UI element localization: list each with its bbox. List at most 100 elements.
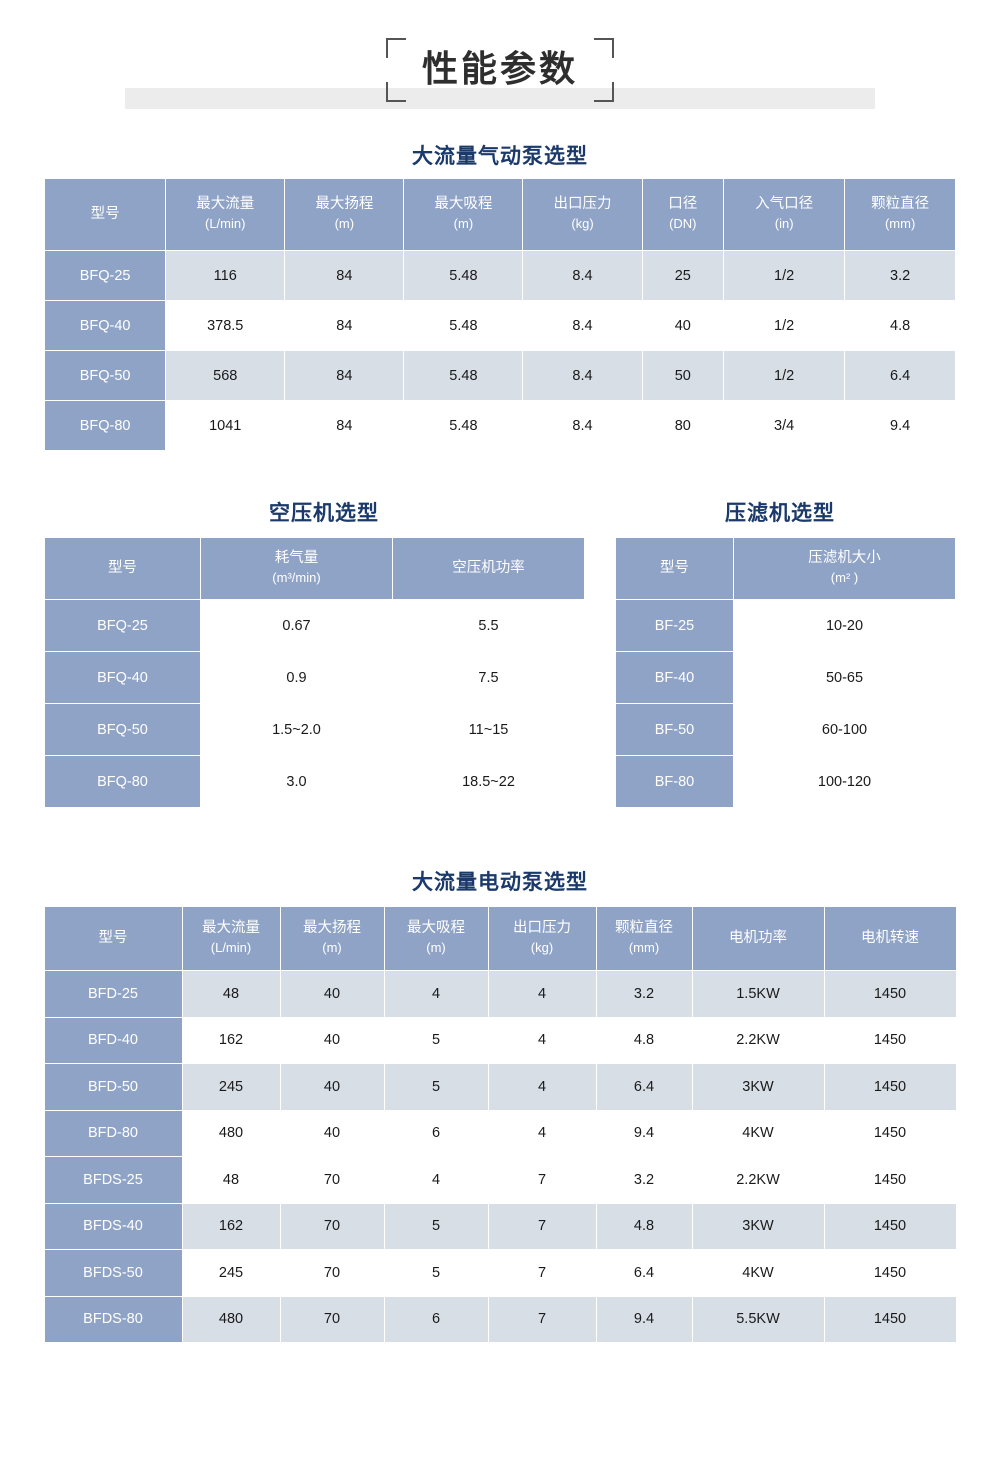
table-pneumatic-pump-selection: 型号 最大流量 (L/min) 最大扬程 (m) 最大吸程 (m) 出口压力 (… — [43, 178, 956, 451]
table-row: BFQ-80 3.0 18.5~22 — [44, 755, 585, 808]
cell-value: 6 — [383, 1109, 489, 1157]
cell-value: 70 — [279, 1249, 385, 1297]
table-row: BFDS-40 162 70 5 7 4.8 3KW 1450 — [43, 1202, 957, 1250]
cell-value: 4 — [383, 1156, 489, 1204]
column-header-label: 型号 — [108, 559, 137, 576]
cell-value: 84 — [284, 350, 405, 401]
column-header-max-head: 最大扬程 (m) — [279, 906, 385, 971]
cell-value: 0.67 — [200, 599, 393, 652]
bracket-top-right-icon — [594, 38, 614, 58]
section-title-filter-press: 压滤机选型 — [725, 502, 835, 525]
column-header-model: 型号 — [43, 906, 183, 971]
column-header-outlet-pressure: 出口压力 (kg) — [487, 906, 597, 971]
cell-value: 3.0 — [200, 755, 393, 808]
column-header-compressor-power: 空压机功率 — [392, 537, 585, 600]
table-header-row: 型号 最大流量 (L/min) 最大扬程 (m) 最大吸程 (m) 出口压力 (… — [43, 178, 956, 251]
cell-model: BFD-50 — [43, 1063, 183, 1111]
cell-value: 245 — [181, 1249, 281, 1297]
cell-value: 1450 — [823, 1016, 957, 1064]
cell-model: BFDS-40 — [43, 1202, 183, 1250]
cell-value: 5 — [383, 1249, 489, 1297]
cell-model: BFD-40 — [43, 1016, 183, 1064]
table-row: BFQ-40 378.5 84 5.48 8.4 40 1/2 4.8 — [43, 300, 956, 351]
column-header-air-inlet: 入气口径 (in) — [723, 178, 846, 251]
cell-model: BFD-25 — [43, 970, 183, 1018]
cell-value: 6.4 — [595, 1249, 693, 1297]
cell-value: 7.5 — [392, 651, 585, 704]
column-header-label: 颗粒直径 — [615, 919, 673, 936]
table-filter-press-selection: 型号 压滤机大小 (m² ) BF-25 10-20 BF-40 50-65 B… — [615, 537, 956, 808]
cell-value: 50 — [641, 350, 725, 401]
cell-value: 40 — [279, 1063, 385, 1111]
cell-value: 5.48 — [403, 300, 524, 351]
cell-value: 1450 — [823, 1156, 957, 1204]
cell-model: BFDS-25 — [43, 1156, 183, 1204]
column-header-label: 空压机功率 — [452, 559, 525, 576]
cell-value: 116 — [165, 250, 286, 301]
cell-model: BFD-80 — [43, 1109, 183, 1157]
column-header-unit: (DN) — [669, 215, 697, 231]
cell-value: 4.8 — [844, 300, 956, 351]
cell-value: 245 — [181, 1063, 281, 1111]
bracket-top-left-icon — [385, 38, 406, 58]
cell-value: 84 — [284, 250, 405, 301]
cell-model: BFDS-50 — [43, 1249, 183, 1297]
cell-value: 480 — [181, 1295, 281, 1343]
column-header-unit: (in) — [774, 215, 794, 231]
cell-value: 100-120 — [733, 755, 956, 808]
cell-value: 378.5 — [165, 300, 286, 351]
cell-value: 5 — [383, 1202, 489, 1250]
column-header-label: 颗粒直径 — [871, 195, 930, 212]
cell-value: 1450 — [823, 1249, 957, 1297]
table-wrapper-pneumatic-pump: 型号 最大流量 (L/min) 最大扬程 (m) 最大吸程 (m) 出口压力 (… — [0, 178, 1000, 451]
cell-value: 4 — [487, 1063, 597, 1111]
column-header-label: 出口压力 — [513, 919, 571, 936]
column-header-particle-diameter: 颗粒直径 (mm) — [844, 178, 956, 251]
cell-value: 3.2 — [595, 970, 693, 1018]
column-header-unit: (m² ) — [830, 569, 859, 585]
cell-value: 0.9 — [200, 651, 393, 704]
column-header-air-consumption: 耗气量 (m³/min) — [200, 537, 393, 600]
column-header-filter-press-size: 压滤机大小 (m² ) — [733, 537, 956, 600]
cell-value: 8.4 — [522, 250, 643, 301]
table-row: BFD-40 162 40 5 4 4.8 2.2KW 1450 — [43, 1016, 957, 1064]
cell-model: BFQ-40 — [43, 300, 167, 351]
table-row: BFDS-25 48 70 4 7 3.2 2.2KW 1450 — [43, 1156, 957, 1204]
cell-value: 6.4 — [844, 350, 956, 401]
cell-model: BF-40 — [615, 651, 734, 704]
column-header-outlet-pressure: 出口压力 (kg) — [522, 178, 643, 251]
cell-value: 4 — [487, 1016, 597, 1064]
dual-section-titles: 空压机选型 压滤机选型 — [44, 497, 956, 527]
section-title-electric-pump: 大流量电动泵选型 — [412, 871, 588, 894]
cell-value: 5.48 — [403, 350, 524, 401]
column-header-label: 最大扬程 — [315, 195, 374, 212]
cell-value: 1/2 — [723, 250, 846, 301]
cell-value: 5.48 — [403, 400, 524, 451]
table-row: BFQ-50 1.5~2.0 11~15 — [44, 703, 585, 756]
column-header-label: 电机转速 — [861, 929, 919, 946]
column-header-max-flow: 最大流量 (L/min) — [181, 906, 281, 971]
column-header-unit: (kg) — [530, 939, 554, 955]
column-header-label: 耗气量 — [274, 549, 319, 566]
column-header-model: 型号 — [44, 537, 201, 600]
table-row: BF-40 50-65 — [615, 651, 956, 704]
cell-value: 40 — [279, 1016, 385, 1064]
table-row: BF-80 100-120 — [615, 755, 956, 808]
cell-value: 2.2KW — [691, 1016, 825, 1064]
table-row: BF-50 60-100 — [615, 703, 956, 756]
cell-value: 5.48 — [403, 250, 524, 301]
cell-model: BFQ-25 — [44, 599, 201, 652]
cell-value: 7 — [487, 1156, 597, 1204]
page-banner: 性能参数 — [0, 0, 1000, 140]
cell-value: 84 — [284, 300, 405, 351]
table-row: BFQ-25 0.67 5.5 — [44, 599, 585, 652]
column-header-label: 最大吸程 — [407, 919, 465, 936]
banner-bracket-frame: 性能参数 — [385, 38, 614, 102]
table-electric-pump-selection: 型号 最大流量 (L/min) 最大扬程 (m) 最大吸程 (m) 出口压力 (… — [43, 906, 957, 1343]
section-title-air-compressor: 空压机选型 — [269, 502, 379, 525]
cell-value: 11~15 — [392, 703, 585, 756]
cell-value: 480 — [181, 1109, 281, 1157]
column-header-label: 型号 — [98, 929, 128, 946]
column-header-label: 型号 — [660, 559, 689, 576]
column-header-unit: (m³/min) — [272, 569, 321, 585]
